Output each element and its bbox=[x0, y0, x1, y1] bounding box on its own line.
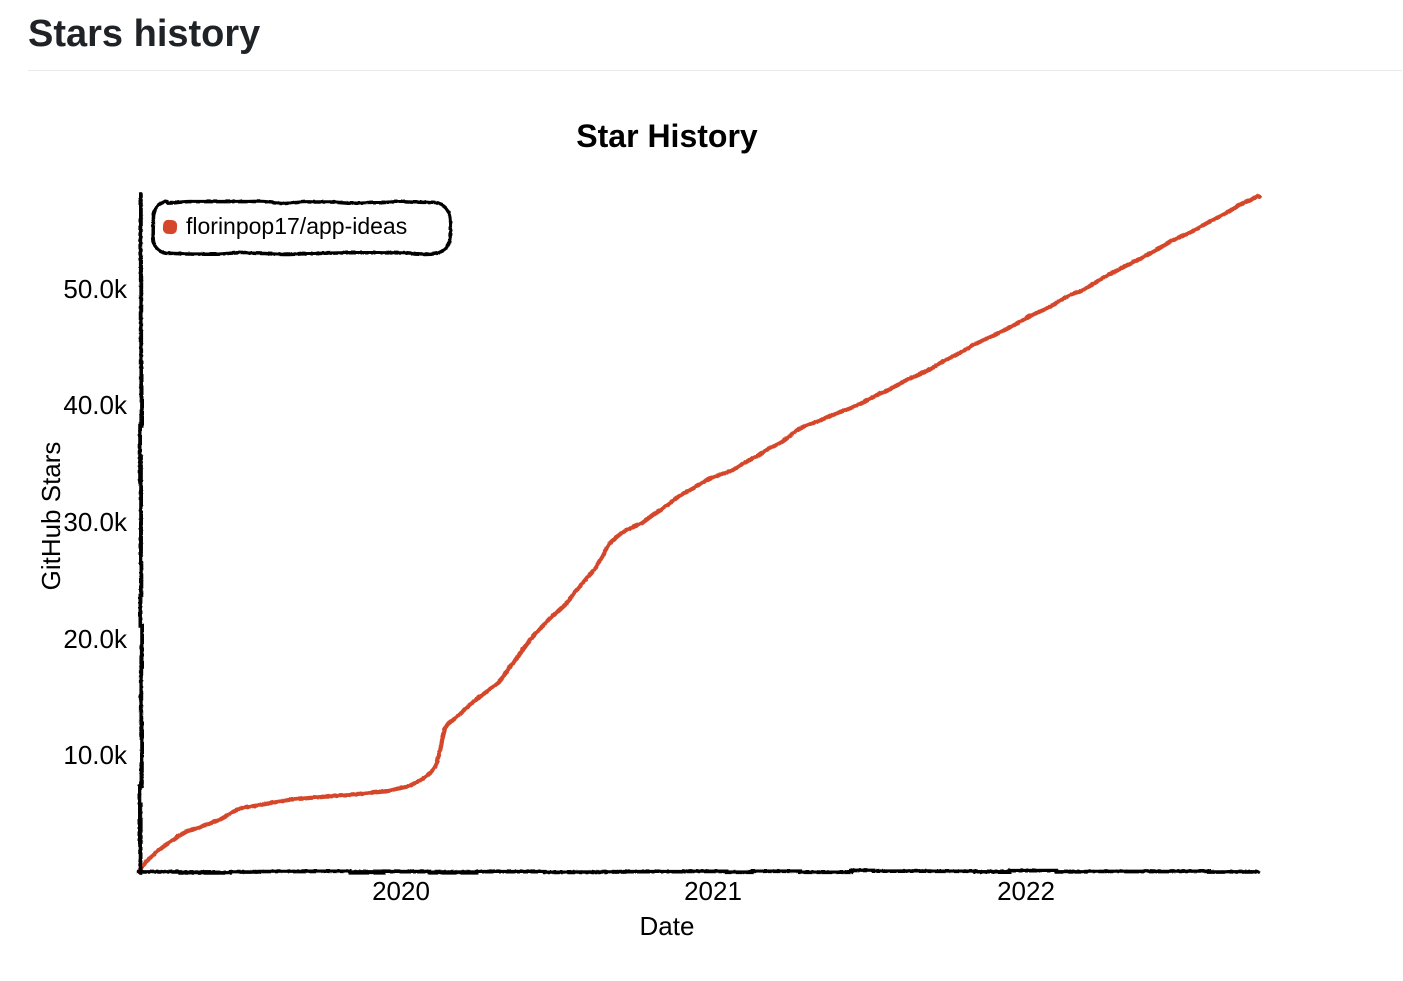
svg-text:50.0k: 50.0k bbox=[63, 274, 128, 304]
svg-text:2022: 2022 bbox=[997, 876, 1055, 906]
svg-text:2021: 2021 bbox=[684, 876, 742, 906]
svg-text:10.0k: 10.0k bbox=[63, 740, 128, 770]
svg-text:GitHub Stars: GitHub Stars bbox=[36, 442, 66, 591]
svg-text:40.0k: 40.0k bbox=[63, 390, 128, 420]
svg-text:20.0k: 20.0k bbox=[63, 624, 128, 654]
svg-text:Star History: Star History bbox=[576, 118, 758, 154]
svg-text:30.0k: 30.0k bbox=[63, 507, 128, 537]
svg-text:Date: Date bbox=[640, 911, 695, 941]
svg-text:2020: 2020 bbox=[372, 876, 430, 906]
svg-text:florinpop17/app-ideas: florinpop17/app-ideas bbox=[186, 213, 407, 239]
